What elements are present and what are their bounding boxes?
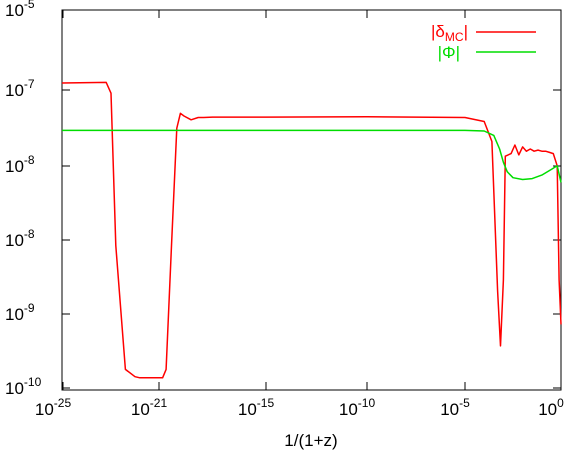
tick-labels: 10-25 10-21 10-15 10-10 10-5 100 10-5 10-7 10-8 1… [5,0,564,419]
x-tick-label: 10-15 [238,396,275,419]
tick-marks [62,9,562,390]
x-axis-title: 1/(1+z) [284,431,337,450]
series-line-delta-mc [61,81,562,379]
y-tick-label: 10-7 [5,77,35,100]
y-tick-label: 10-9 [5,301,35,324]
y-tick-label: 10-5 [5,0,35,20]
legend-label-delta: |δMC| [431,22,468,44]
y-tick-label: 10-8 [5,227,35,250]
x-tick-label: 10-21 [131,396,168,419]
legend: |δMC| |Φ| [431,22,536,62]
y-tick-label: 10-8 [5,153,35,176]
legend-label-phi: |Φ| [438,43,460,62]
x-tick-label: 100 [538,396,564,419]
x-tick-label: 10-5 [440,396,470,419]
x-tick-label: 10-10 [339,396,376,419]
series-line-phi [62,129,562,183]
y-tick-label: 10-10 [5,375,42,398]
plot-frame [61,9,562,391]
series-group [61,81,562,379]
x-tick-label: 10-25 [35,396,72,419]
